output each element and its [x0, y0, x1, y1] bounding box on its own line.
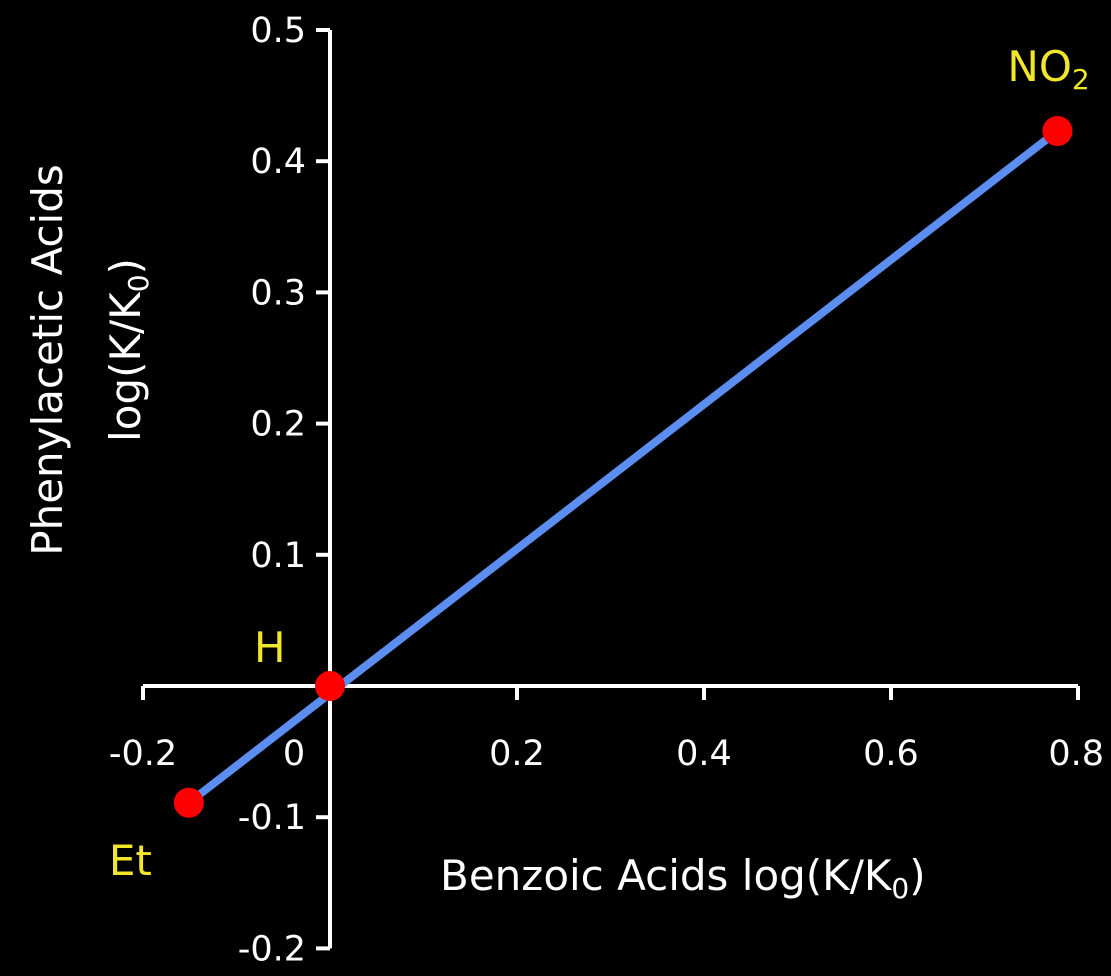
y-tick-label: 0.2 [250, 405, 306, 445]
y-tick-label: 0.3 [250, 273, 306, 313]
data-point [1042, 116, 1073, 147]
trend-line-group [184, 127, 1062, 807]
y-axis-title-line2: log(K/K0) [101, 258, 155, 442]
data-point [315, 671, 345, 701]
y-tick-label: 0.5 [250, 11, 306, 51]
trend-line [184, 127, 1062, 807]
x-ticks: -0.2 0 0.2 0.4 0.6 0.8 [109, 686, 1104, 774]
axes [143, 30, 1078, 949]
y-axis-title-line1: Phenylacetic Acids [23, 164, 72, 555]
y-tick-label: -0.2 [238, 929, 306, 969]
data-points: Et H NO2 [109, 42, 1090, 885]
y-tick-label: 0.1 [250, 536, 306, 576]
y-tick-label: 0.4 [250, 142, 306, 182]
point-label: H [254, 623, 286, 672]
x-tick-label: 0.4 [676, 734, 732, 774]
point-label: Et [109, 836, 152, 885]
x-tick-label: -0.2 [109, 734, 177, 774]
y-tick-label: -0.1 [238, 798, 306, 838]
point-label: NO2 [1007, 42, 1089, 96]
x-tick-label: 0.6 [863, 734, 919, 774]
data-point [173, 787, 204, 818]
y-ticks: -0.2 -0.1 0.1 0.2 0.3 0.4 0.5 [238, 11, 330, 969]
x-tick-label: 0 [283, 734, 305, 774]
x-tick-label: 0.2 [489, 734, 545, 774]
x-axis-title: Benzoic Acids log(K/K0) [440, 851, 926, 905]
x-tick-label: 0.8 [1048, 734, 1104, 774]
